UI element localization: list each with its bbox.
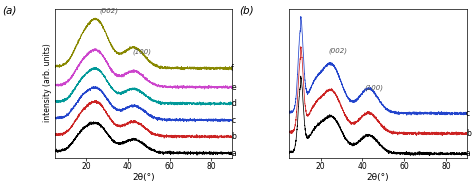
Text: a: a [231,149,236,158]
Text: c: c [231,116,235,125]
Text: (a): (a) [2,6,17,16]
Text: (100): (100) [133,48,152,54]
Text: b: b [231,132,236,141]
Text: e: e [231,83,236,92]
Text: (002): (002) [329,48,348,54]
Y-axis label: intensity (arb. units): intensity (arb. units) [44,44,53,122]
X-axis label: 2θ(°): 2θ(°) [132,173,155,182]
Text: a: a [466,149,471,158]
Text: d: d [231,99,236,108]
Text: f: f [231,64,234,73]
Text: (b): (b) [239,6,254,16]
X-axis label: 2θ(°): 2θ(°) [367,173,389,182]
Text: (002): (002) [100,8,118,15]
Text: b: b [466,129,471,138]
Text: c: c [466,109,470,118]
Text: (100): (100) [365,84,383,91]
